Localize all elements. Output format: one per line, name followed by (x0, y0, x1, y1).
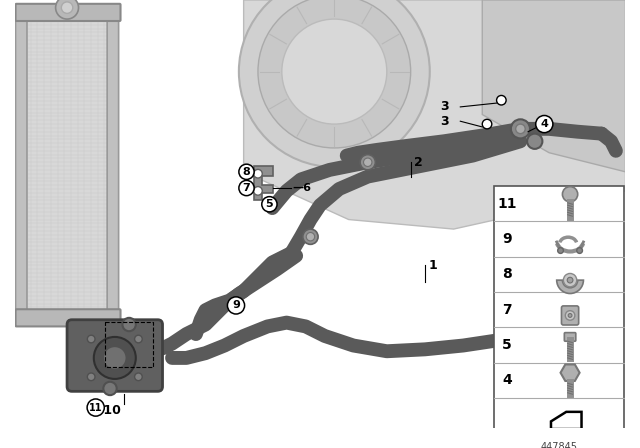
Circle shape (134, 335, 142, 343)
Text: 5: 5 (266, 199, 273, 209)
Circle shape (527, 134, 542, 149)
Text: 11: 11 (89, 403, 102, 413)
Circle shape (103, 382, 116, 395)
Text: 11: 11 (497, 197, 517, 211)
Polygon shape (254, 166, 273, 200)
Circle shape (360, 155, 375, 170)
Text: 8: 8 (502, 267, 512, 281)
Text: 4: 4 (502, 373, 512, 388)
Circle shape (307, 233, 315, 241)
Circle shape (511, 119, 530, 138)
Circle shape (87, 399, 104, 416)
Text: 2: 2 (415, 156, 423, 169)
Circle shape (56, 0, 79, 19)
Polygon shape (551, 429, 582, 434)
Text: 3: 3 (440, 100, 449, 113)
Circle shape (516, 124, 525, 134)
Circle shape (568, 314, 572, 317)
Circle shape (563, 273, 577, 287)
Polygon shape (561, 365, 580, 381)
Text: 9: 9 (502, 232, 512, 246)
Text: 3: 3 (440, 115, 449, 128)
Circle shape (536, 116, 553, 133)
FancyBboxPatch shape (15, 16, 27, 314)
Circle shape (122, 318, 136, 331)
Circle shape (303, 229, 318, 244)
Circle shape (282, 19, 387, 124)
FancyBboxPatch shape (107, 16, 118, 314)
Text: 4: 4 (540, 119, 548, 129)
Circle shape (577, 248, 582, 254)
Circle shape (239, 164, 254, 180)
Circle shape (262, 197, 277, 212)
Circle shape (557, 248, 563, 254)
Circle shape (483, 119, 492, 129)
Circle shape (87, 373, 95, 381)
Text: 447845: 447845 (540, 442, 577, 448)
Polygon shape (483, 0, 625, 172)
Circle shape (239, 0, 430, 167)
Wedge shape (557, 280, 584, 293)
Circle shape (565, 310, 575, 320)
FancyBboxPatch shape (16, 4, 120, 20)
Text: 9: 9 (232, 301, 240, 310)
FancyBboxPatch shape (15, 309, 120, 327)
Text: 7: 7 (243, 183, 250, 193)
FancyBboxPatch shape (20, 17, 116, 313)
Circle shape (258, 0, 411, 148)
FancyBboxPatch shape (493, 186, 623, 435)
Text: 1: 1 (429, 259, 438, 272)
Circle shape (134, 373, 142, 381)
Circle shape (253, 187, 262, 195)
Circle shape (87, 335, 95, 343)
Circle shape (563, 187, 578, 202)
FancyBboxPatch shape (564, 332, 576, 341)
Circle shape (567, 277, 573, 283)
Circle shape (497, 95, 506, 105)
Circle shape (364, 158, 372, 167)
FancyBboxPatch shape (15, 4, 120, 21)
Text: —6: —6 (292, 183, 311, 193)
Circle shape (227, 297, 244, 314)
Text: 7: 7 (502, 303, 512, 317)
Circle shape (103, 346, 126, 370)
Circle shape (61, 2, 73, 13)
FancyBboxPatch shape (561, 306, 579, 325)
Circle shape (253, 169, 262, 178)
FancyBboxPatch shape (67, 320, 163, 392)
Circle shape (94, 337, 136, 379)
Circle shape (239, 181, 254, 196)
Polygon shape (244, 0, 625, 229)
Text: 5: 5 (502, 338, 512, 352)
Text: 8: 8 (243, 167, 250, 177)
Text: —10: —10 (91, 404, 121, 417)
